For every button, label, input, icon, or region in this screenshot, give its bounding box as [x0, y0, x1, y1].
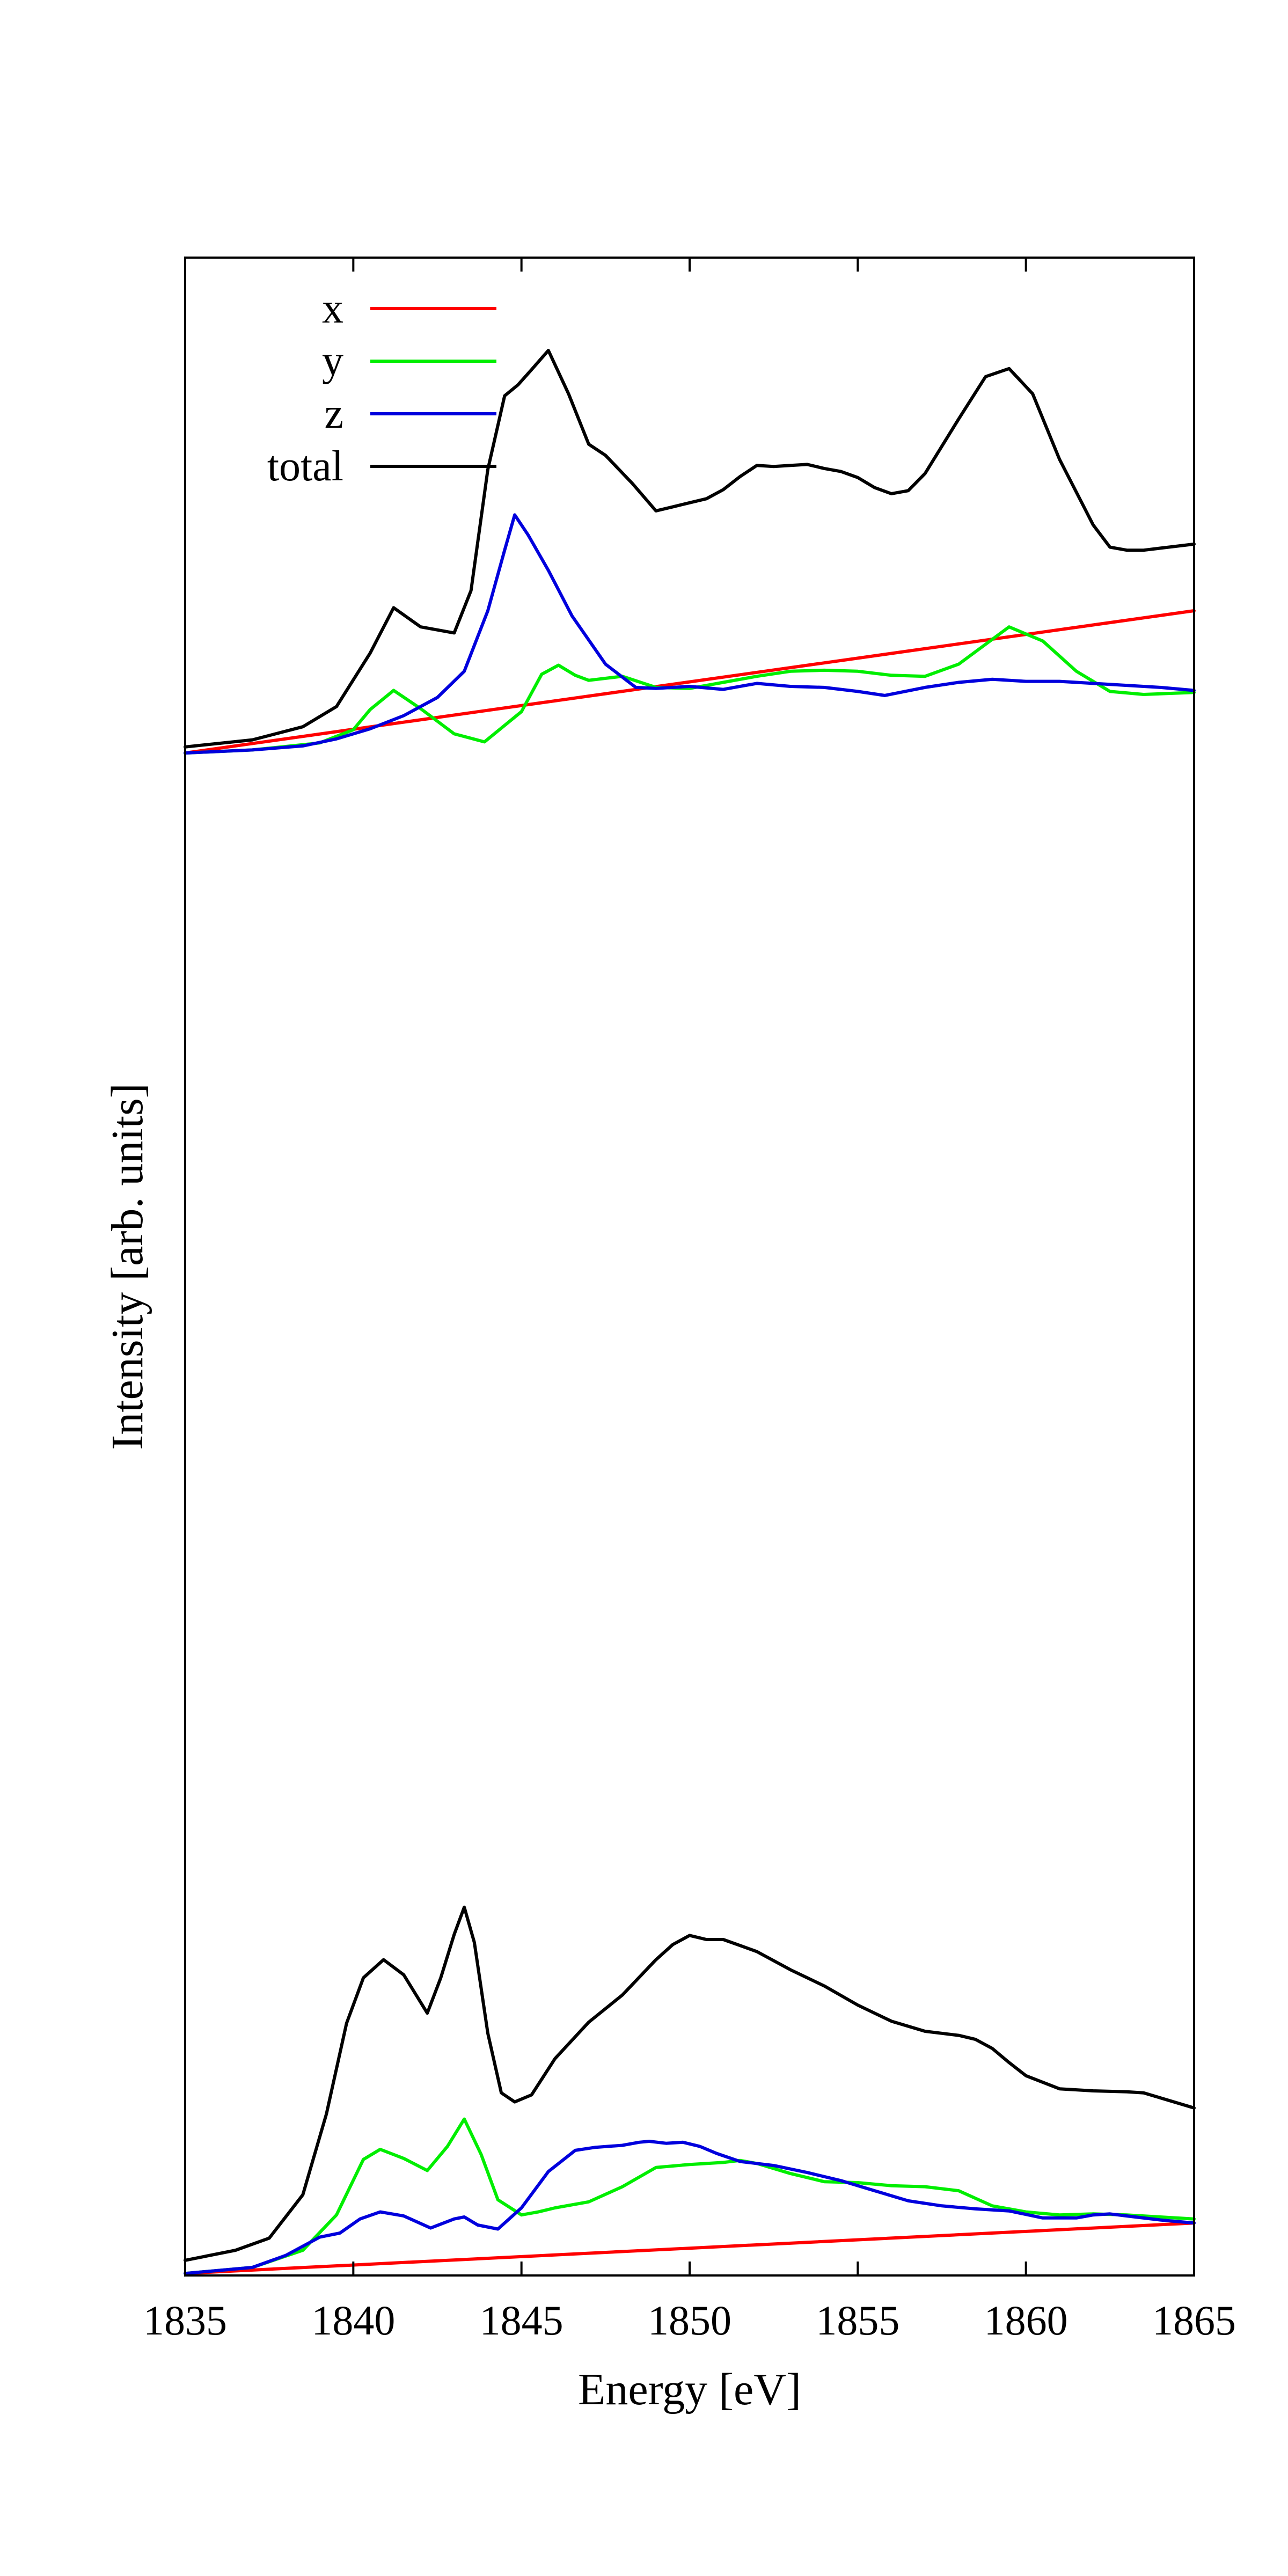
- legend-label-x: x: [322, 285, 343, 332]
- x-tick-label-1855: 1855: [816, 2297, 899, 2344]
- upper-series-total-line: [184, 349, 1196, 749]
- legend-label-total: total: [267, 443, 343, 490]
- upper-series-z-line: [184, 513, 1196, 755]
- upper-panel: [184, 349, 1196, 755]
- x-axis-title: Energy [eV]: [578, 2365, 801, 2414]
- x-tick-label-1850: 1850: [648, 2297, 731, 2344]
- lower-series-z-line: [184, 2140, 1196, 2275]
- x-tick-label-1860: 1860: [984, 2297, 1068, 2344]
- x-tick-label-1865: 1865: [1152, 2297, 1236, 2344]
- x-tick-label-1835: 1835: [143, 2297, 227, 2344]
- y-axis-title: Intensity [arb. units]: [103, 1083, 152, 1450]
- x-axis: 1835 1840 1845 1850 1855 1860 1865: [143, 258, 1236, 2344]
- legend: xyz total: [267, 285, 496, 490]
- x-tick-label-1845: 1845: [480, 2297, 564, 2344]
- x-tick-label-1840: 1840: [311, 2297, 395, 2344]
- lower-series-total-line: [184, 1905, 1196, 2262]
- lower-series-y-line: [184, 2117, 1196, 2275]
- legend-label-y: y: [322, 338, 343, 385]
- legend-label-z: z: [324, 390, 343, 437]
